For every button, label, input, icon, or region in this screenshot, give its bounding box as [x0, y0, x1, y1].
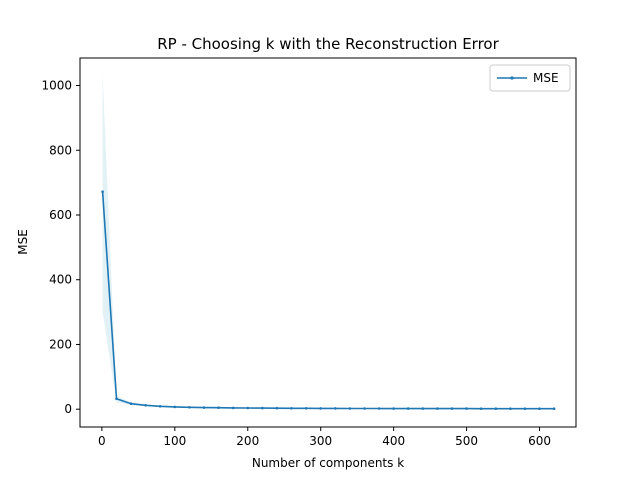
mse-data-point — [144, 404, 147, 407]
mse-data-point — [406, 407, 410, 410]
x-axis-label: Number of components k — [252, 456, 404, 470]
y-tick-label: 800 — [49, 143, 72, 157]
plot-area — [101, 74, 556, 411]
mse-data-point — [334, 407, 337, 410]
mse-data-point — [450, 407, 454, 410]
legend-marker-swatch — [510, 76, 514, 80]
x-tick-label: 600 — [528, 434, 551, 448]
x-tick-label: 500 — [455, 434, 478, 448]
mse-data-point — [202, 406, 206, 409]
mse-series-markers — [101, 190, 556, 411]
x-tick-label: 200 — [236, 434, 259, 448]
mse-data-point — [217, 406, 220, 410]
x-tick-label: 400 — [382, 434, 405, 448]
legend: MSE — [489, 64, 571, 92]
x-axis-ticks: 0 100 200 300 400 500 600 — [98, 427, 551, 448]
x-tick-label: 100 — [163, 434, 186, 448]
mse-data-point — [129, 402, 133, 406]
y-axis-label: MSE — [16, 229, 30, 255]
mse-data-point — [173, 405, 177, 409]
mse-data-point — [392, 407, 395, 410]
mse-data-point — [348, 407, 352, 410]
y-tick-label: 200 — [49, 337, 72, 351]
mse-data-point — [290, 407, 293, 410]
mse-confidence-band — [102, 74, 555, 409]
mse-data-point — [115, 397, 118, 401]
mse-data-point — [538, 407, 541, 411]
mse-data-point — [509, 407, 512, 411]
mse-data-point — [261, 406, 264, 410]
mse-data-point — [304, 407, 308, 410]
mse-data-point — [363, 407, 366, 410]
mse-data-point — [188, 406, 191, 409]
mse-data-point — [377, 407, 381, 410]
mse-data-point — [523, 407, 527, 411]
chart-title: RP - Choosing k with the Reconstruction … — [157, 35, 499, 53]
mse-data-point — [494, 407, 498, 411]
mse-data-point — [158, 405, 162, 408]
mse-data-point — [421, 407, 425, 410]
y-axis-ticks: 0 200 400 600 800 1000 — [41, 79, 80, 416]
axes-frame — [79, 57, 577, 428]
x-tick-label: 0 — [98, 434, 106, 448]
mse-data-point — [479, 407, 483, 411]
y-tick-label: 400 — [49, 273, 72, 287]
legend-label: MSE — [533, 71, 559, 85]
mse-data-point — [101, 190, 104, 193]
mse-data-point — [436, 407, 439, 410]
legend-box — [489, 64, 571, 92]
y-tick-label: 1000 — [41, 79, 72, 93]
mse-data-point — [231, 406, 235, 410]
x-tick-label: 300 — [309, 434, 332, 448]
mse-data-point — [246, 406, 250, 410]
mse-data-point — [319, 407, 323, 410]
mse-data-point — [465, 407, 468, 410]
mse-series-line — [101, 191, 555, 410]
y-tick-label: 0 — [64, 402, 72, 416]
mse-data-point — [552, 407, 556, 411]
mse-data-point — [275, 406, 279, 410]
y-tick-label: 600 — [49, 208, 72, 222]
